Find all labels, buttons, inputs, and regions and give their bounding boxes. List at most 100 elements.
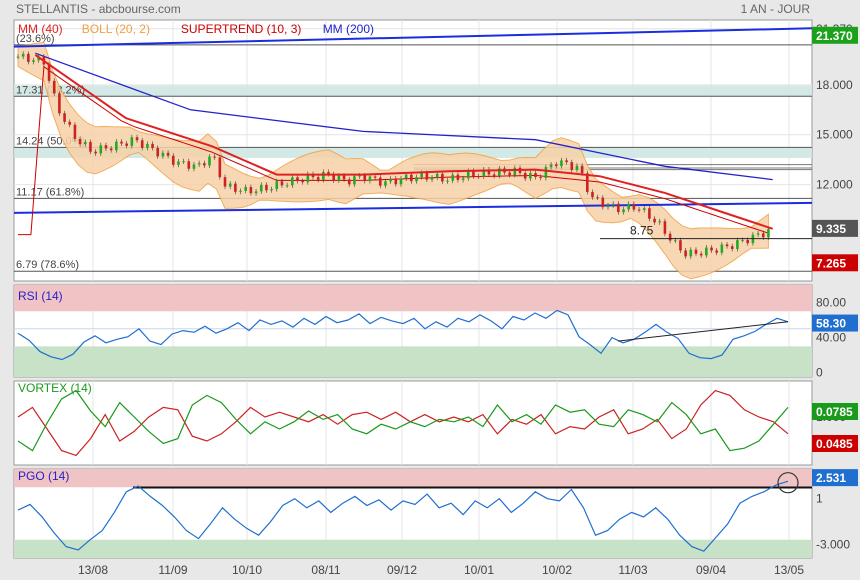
vortex-plus-line xyxy=(17,389,789,452)
candle-body xyxy=(627,203,630,210)
candle-body xyxy=(275,181,279,190)
candle-body xyxy=(523,172,527,179)
candle-body xyxy=(347,179,351,185)
pgo-overbought-zone xyxy=(14,469,812,488)
x-tick-label: 11/03 xyxy=(618,563,647,577)
candle-body xyxy=(389,178,392,182)
candle-body xyxy=(658,221,662,223)
candle-body xyxy=(482,169,486,177)
candle-body xyxy=(63,113,66,122)
candle-body xyxy=(446,180,449,182)
rsi-y-tick: 0 xyxy=(816,366,823,380)
price-legend-item: SUPERTREND (10, 3) xyxy=(181,22,301,36)
candle-body xyxy=(115,141,118,151)
candle-body xyxy=(699,253,703,256)
candle-body xyxy=(508,172,511,176)
x-tick-label: 10/01 xyxy=(464,563,494,577)
price-y-tick: 15.000 xyxy=(816,128,853,142)
bollinger-band xyxy=(17,41,769,280)
candle-body xyxy=(730,246,734,249)
candle-body xyxy=(218,157,222,178)
pgo-highlight-circle xyxy=(777,472,799,494)
x-tick-label: 11/09 xyxy=(158,563,187,577)
candle-body xyxy=(404,174,408,179)
candle-body xyxy=(130,137,134,146)
candle-body xyxy=(280,181,284,186)
candle-body xyxy=(135,137,139,141)
candle-body xyxy=(68,121,72,125)
candle-body xyxy=(549,164,553,168)
candle-body xyxy=(544,167,548,178)
candle-body xyxy=(529,173,532,179)
x-tick-label: 13/05 xyxy=(774,563,804,577)
supertrend-tag-bg xyxy=(812,254,858,272)
last-price-tag: 9.335 xyxy=(816,222,846,236)
candle-body xyxy=(410,174,413,182)
candle-body xyxy=(58,93,61,114)
candle-body xyxy=(223,177,227,187)
period-label: 1 AN - JOUR xyxy=(740,2,810,16)
candle-body xyxy=(565,160,568,163)
candle-body xyxy=(27,53,30,62)
candle-body xyxy=(456,174,460,180)
candle-body xyxy=(596,197,599,199)
support-label: 8.75 xyxy=(630,224,654,238)
candle-body xyxy=(192,164,196,169)
candle-body xyxy=(534,173,537,178)
rsi-line xyxy=(17,309,789,361)
mm200-line xyxy=(35,52,773,181)
candle-body xyxy=(228,183,232,187)
supertrend-line xyxy=(18,65,769,236)
candle-body xyxy=(353,176,356,185)
rsi-y-tick: 40.00 xyxy=(816,331,846,345)
candle-body xyxy=(632,203,636,210)
candle-body xyxy=(78,138,82,145)
candle-body xyxy=(580,165,584,174)
pgo-y-tick: -3.000 xyxy=(816,537,850,551)
candle-body xyxy=(415,177,418,182)
rsi-legend: RSI (14) xyxy=(18,289,63,303)
candle-body xyxy=(120,141,123,144)
candle-body xyxy=(47,64,51,81)
candle-body xyxy=(498,168,501,176)
pgo-value-tag-bg xyxy=(812,469,858,487)
candle-body xyxy=(32,60,35,62)
candle-body xyxy=(684,250,687,257)
candle-body xyxy=(363,175,367,181)
candle-body xyxy=(306,174,310,183)
candle-body xyxy=(213,156,216,158)
fib-band xyxy=(14,85,812,97)
candle-body xyxy=(187,161,191,169)
candle-body xyxy=(94,151,97,154)
candle-body xyxy=(83,142,87,145)
candle-body xyxy=(378,177,382,186)
candle-body xyxy=(182,161,185,163)
candle-body xyxy=(239,190,242,192)
candle-body xyxy=(104,145,108,149)
candle-body xyxy=(270,189,273,191)
candle-body xyxy=(606,205,610,208)
candle-body xyxy=(705,247,708,256)
x-tick-label: 08/11 xyxy=(311,563,340,577)
last-price-tag-bg xyxy=(812,219,858,237)
rsi-overbought-zone xyxy=(14,285,812,312)
candle-body xyxy=(52,80,56,94)
price-y-tick: 18.000 xyxy=(816,78,853,92)
candle-body xyxy=(342,175,346,180)
candle-body xyxy=(570,162,574,170)
candle-body xyxy=(601,197,605,208)
candle-body xyxy=(560,160,563,167)
candle-body xyxy=(746,239,750,244)
candle-body xyxy=(322,171,325,180)
candle-body xyxy=(694,249,698,254)
pgo-legend: PGO (14) xyxy=(18,469,69,483)
candle-body xyxy=(265,184,268,191)
candle-body xyxy=(668,233,672,241)
candle-body xyxy=(725,244,729,247)
candle-body xyxy=(461,178,465,180)
candle-body xyxy=(249,186,253,194)
candle-body xyxy=(16,56,20,58)
candle-body xyxy=(368,176,372,181)
candle-body xyxy=(591,191,594,198)
